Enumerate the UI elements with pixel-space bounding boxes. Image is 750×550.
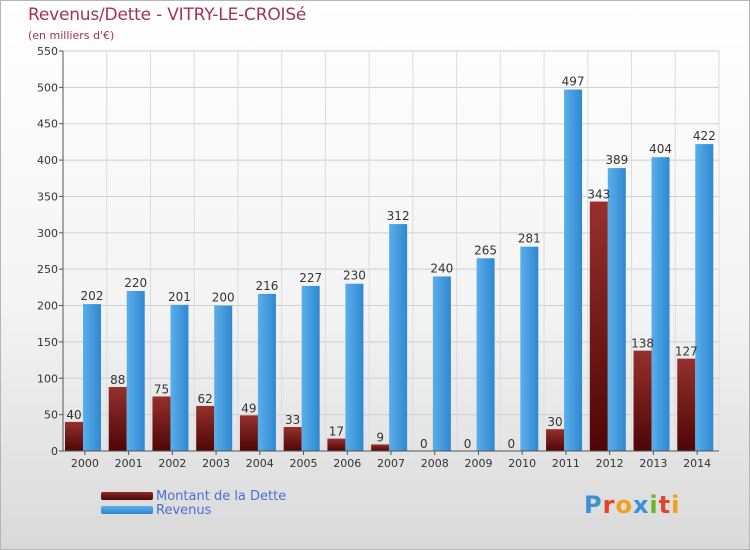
y-tick-label: 100 (37, 372, 58, 385)
bar-dette (239, 415, 258, 451)
bar-revenus (389, 224, 408, 451)
data-label-revenus: 230 (343, 269, 366, 283)
y-tick-label: 250 (37, 263, 58, 276)
y-tick-label: 450 (37, 118, 58, 131)
bar-revenus (345, 283, 364, 451)
y-tick-label: 200 (37, 300, 58, 313)
data-label-dette: 0 (508, 437, 516, 451)
bar-revenus (83, 304, 101, 451)
bar-revenus (520, 246, 539, 451)
data-label-dette: 40 (66, 408, 81, 422)
chart-subtitle: (en milliers d'€) (28, 29, 115, 42)
data-label-revenus: 312 (387, 209, 410, 223)
data-label-dette: 49 (241, 401, 256, 415)
proxiti-logo: Proxiti (584, 491, 681, 519)
legend-label-dette: Montant de la Dette (156, 488, 287, 504)
x-tick-label: 2010 (508, 457, 536, 470)
data-label-revenus: 422 (693, 129, 716, 143)
data-label-dette: 75 (154, 382, 169, 396)
bar-dette (633, 350, 652, 451)
y-tick-label: 350 (37, 190, 58, 203)
x-tick-label: 2008 (421, 457, 449, 470)
x-tick-label: 2007 (377, 457, 405, 470)
bar-dette (65, 421, 83, 451)
y-tick-label: 300 (37, 227, 58, 240)
data-label-dette: 9 (376, 430, 384, 444)
bar-revenus (695, 144, 714, 451)
x-tick-label: 2004 (246, 457, 274, 470)
bar-dette (196, 405, 215, 451)
bar-dette (546, 429, 565, 451)
bar-revenus (257, 293, 276, 451)
bar-revenus (301, 285, 320, 451)
y-tick-label: 400 (37, 154, 58, 167)
y-tick-label: 150 (37, 336, 58, 349)
bar-dette (371, 444, 390, 451)
x-tick-label: 2002 (158, 457, 186, 470)
x-tick-label: 2005 (290, 457, 318, 470)
data-label-revenus: 497 (562, 75, 585, 89)
legend-swatch-revenus (101, 506, 153, 514)
bar-revenus (607, 168, 626, 451)
bar-revenus (126, 291, 145, 451)
x-tick-label: 2014 (683, 457, 711, 470)
legend-item-revenus: Revenus (101, 502, 211, 518)
bar-revenus (564, 89, 583, 451)
x-tick-label: 2011 (552, 457, 580, 470)
y-tick-label: 500 (37, 81, 58, 94)
data-label-dette: 33 (285, 413, 300, 427)
data-label-dette: 127 (675, 345, 698, 359)
chart-title: Revenus/Dette - VITRY-LE-CROISé (28, 5, 307, 25)
legend-item-dette: Montant de la Dette (101, 488, 286, 504)
bar-dette (589, 201, 608, 451)
data-label-dette: 0 (464, 437, 472, 451)
x-tick-label: 2006 (333, 457, 361, 470)
bar-dette (327, 438, 346, 451)
data-label-revenus: 200 (212, 291, 235, 305)
bar-revenus (432, 276, 451, 451)
data-label-dette: 343 (587, 188, 610, 202)
bar-dette (152, 396, 171, 451)
data-label-revenus: 404 (649, 142, 672, 156)
data-label-revenus: 201 (168, 290, 191, 304)
x-tick-label: 2013 (639, 457, 667, 470)
data-label-revenus: 281 (518, 232, 541, 246)
x-tick-label: 2009 (464, 457, 492, 470)
data-label-revenus: 202 (81, 289, 104, 303)
data-label-revenus: 240 (430, 261, 453, 275)
y-tick-label: 50 (44, 409, 58, 422)
data-label-dette: 0 (420, 437, 428, 451)
data-label-revenus: 389 (605, 153, 628, 167)
data-label-dette: 17 (329, 425, 344, 439)
y-tick-label: 0 (51, 445, 58, 458)
bar-revenus (214, 305, 233, 451)
bar-revenus (651, 157, 670, 451)
data-label-dette: 88 (110, 373, 125, 387)
data-label-dette: 62 (198, 392, 213, 406)
x-tick-label: 2001 (115, 457, 143, 470)
legend-swatch-dette (101, 492, 153, 500)
x-tick-label: 2003 (202, 457, 230, 470)
bar-revenus (170, 304, 189, 451)
data-label-revenus: 227 (299, 271, 322, 285)
bar-dette (283, 427, 302, 451)
bar-revenus (476, 258, 495, 451)
bar-dette (108, 387, 127, 451)
bar-dette (677, 358, 696, 451)
data-label-revenus: 216 (255, 279, 278, 293)
x-tick-label: 2000 (71, 457, 99, 470)
y-tick-label: 550 (37, 45, 58, 58)
data-label-dette: 138 (631, 337, 654, 351)
data-label-revenus: 220 (124, 276, 147, 290)
legend-label-revenus: Revenus (156, 502, 212, 518)
data-label-dette: 30 (547, 415, 562, 429)
data-label-revenus: 265 (474, 243, 497, 257)
x-tick-label: 2012 (596, 457, 624, 470)
